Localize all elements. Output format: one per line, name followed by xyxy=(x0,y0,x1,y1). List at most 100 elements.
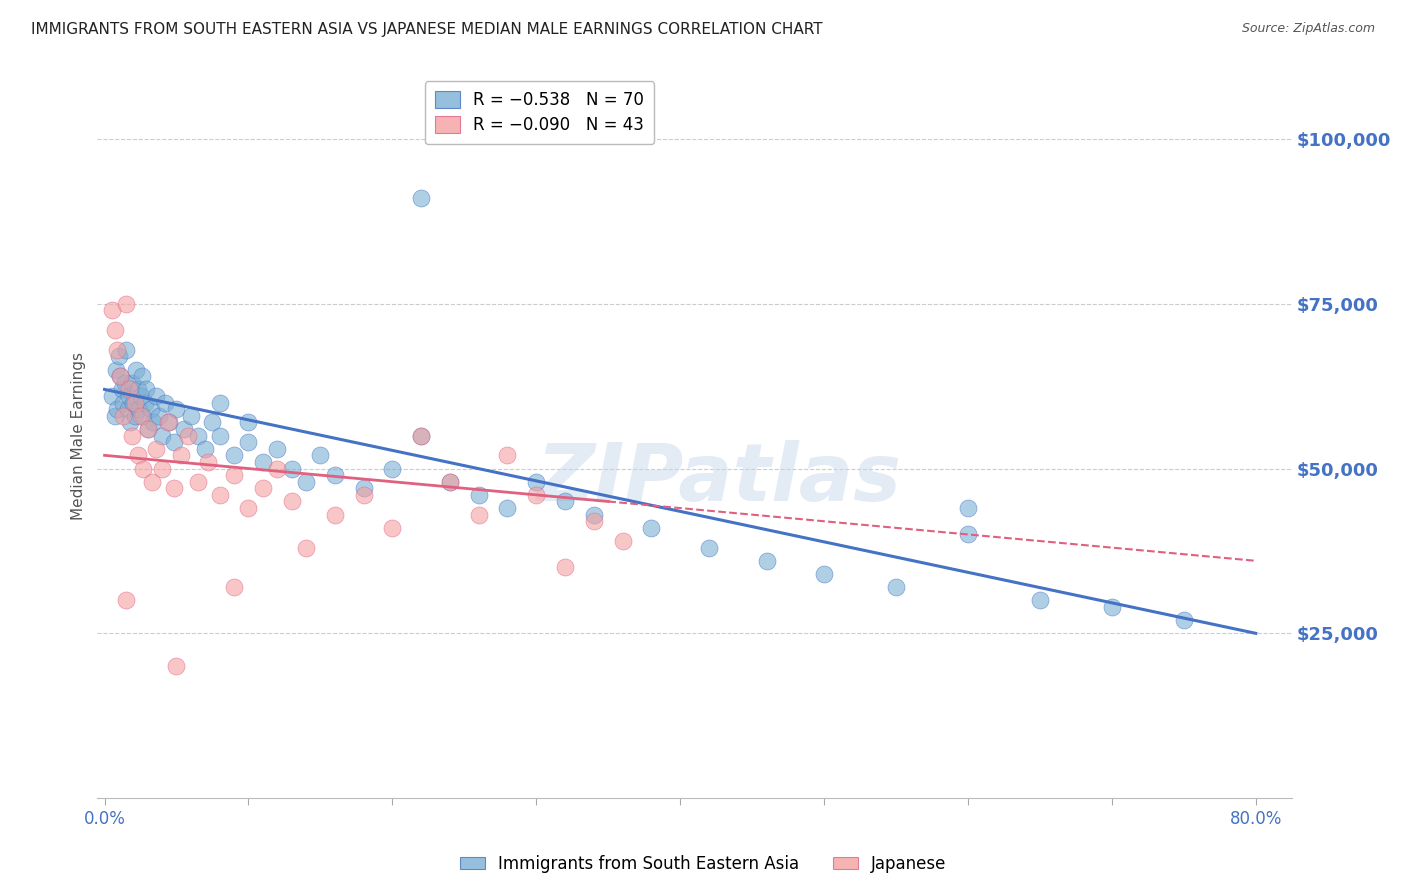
Point xyxy=(197,455,219,469)
Point xyxy=(208,395,231,409)
Point xyxy=(323,508,346,522)
Point xyxy=(107,402,129,417)
Point xyxy=(145,442,167,456)
Point xyxy=(554,560,576,574)
Point xyxy=(112,395,135,409)
Point xyxy=(280,461,302,475)
Text: ZIPatlas: ZIPatlas xyxy=(536,440,901,518)
Y-axis label: Median Male Earnings: Median Male Earnings xyxy=(72,351,86,519)
Point xyxy=(496,501,519,516)
Point xyxy=(105,362,128,376)
Point xyxy=(884,580,907,594)
Point xyxy=(323,468,346,483)
Point xyxy=(132,461,155,475)
Point xyxy=(110,369,132,384)
Legend: R = −0.538   N = 70, R = −0.090   N = 43: R = −0.538 N = 70, R = −0.090 N = 43 xyxy=(425,81,654,145)
Point xyxy=(222,468,245,483)
Point xyxy=(104,323,127,337)
Point xyxy=(150,461,173,475)
Point xyxy=(411,428,433,442)
Point xyxy=(132,409,155,423)
Point xyxy=(124,409,146,423)
Point xyxy=(156,416,179,430)
Point xyxy=(612,534,634,549)
Point xyxy=(127,448,149,462)
Point xyxy=(117,402,139,417)
Point xyxy=(1101,599,1123,614)
Point xyxy=(194,442,217,456)
Point xyxy=(640,521,662,535)
Text: IMMIGRANTS FROM SOUTH EASTERN ASIA VS JAPANESE MEDIAN MALE EARNINGS CORRELATION : IMMIGRANTS FROM SOUTH EASTERN ASIA VS JA… xyxy=(31,22,823,37)
Point xyxy=(150,428,173,442)
Point xyxy=(411,191,433,205)
Point xyxy=(153,395,176,409)
Point xyxy=(118,389,141,403)
Point xyxy=(295,475,318,489)
Point xyxy=(145,389,167,403)
Point xyxy=(177,428,200,442)
Point xyxy=(112,409,135,423)
Point xyxy=(114,376,136,390)
Point xyxy=(524,475,547,489)
Point xyxy=(111,383,134,397)
Point xyxy=(813,566,835,581)
Point xyxy=(162,435,184,450)
Point xyxy=(1173,613,1195,627)
Point xyxy=(187,475,209,489)
Point xyxy=(134,395,156,409)
Point xyxy=(439,475,461,489)
Point xyxy=(554,494,576,508)
Point xyxy=(115,343,138,357)
Point xyxy=(142,416,165,430)
Point xyxy=(157,416,180,430)
Point xyxy=(238,435,260,450)
Point xyxy=(115,296,138,310)
Point xyxy=(136,422,159,436)
Point xyxy=(252,455,274,469)
Point xyxy=(697,541,720,555)
Point xyxy=(956,501,979,516)
Point xyxy=(956,527,979,541)
Point xyxy=(100,389,122,403)
Point xyxy=(353,488,375,502)
Point xyxy=(238,416,260,430)
Point xyxy=(125,362,148,376)
Point xyxy=(104,409,127,423)
Point xyxy=(496,448,519,462)
Point xyxy=(139,402,162,417)
Point xyxy=(280,494,302,508)
Point xyxy=(353,481,375,495)
Point xyxy=(166,402,188,417)
Point xyxy=(136,422,159,436)
Point xyxy=(238,501,260,516)
Point xyxy=(187,428,209,442)
Point xyxy=(170,448,193,462)
Point xyxy=(121,376,143,390)
Point xyxy=(100,303,122,318)
Point xyxy=(582,508,605,522)
Point xyxy=(755,554,778,568)
Point xyxy=(266,461,288,475)
Point xyxy=(135,383,157,397)
Point xyxy=(122,395,145,409)
Point xyxy=(107,343,129,357)
Point xyxy=(124,395,146,409)
Point xyxy=(127,383,149,397)
Point xyxy=(411,428,433,442)
Point xyxy=(121,428,143,442)
Point xyxy=(467,488,489,502)
Point xyxy=(309,448,332,462)
Point xyxy=(1029,593,1052,607)
Point xyxy=(129,409,152,423)
Point xyxy=(115,593,138,607)
Point xyxy=(295,541,318,555)
Point xyxy=(148,409,170,423)
Point xyxy=(173,422,195,436)
Text: Source: ZipAtlas.com: Source: ZipAtlas.com xyxy=(1241,22,1375,36)
Point xyxy=(118,383,141,397)
Point xyxy=(582,514,605,528)
Point xyxy=(222,580,245,594)
Point xyxy=(110,369,132,384)
Point xyxy=(141,475,163,489)
Point xyxy=(180,409,202,423)
